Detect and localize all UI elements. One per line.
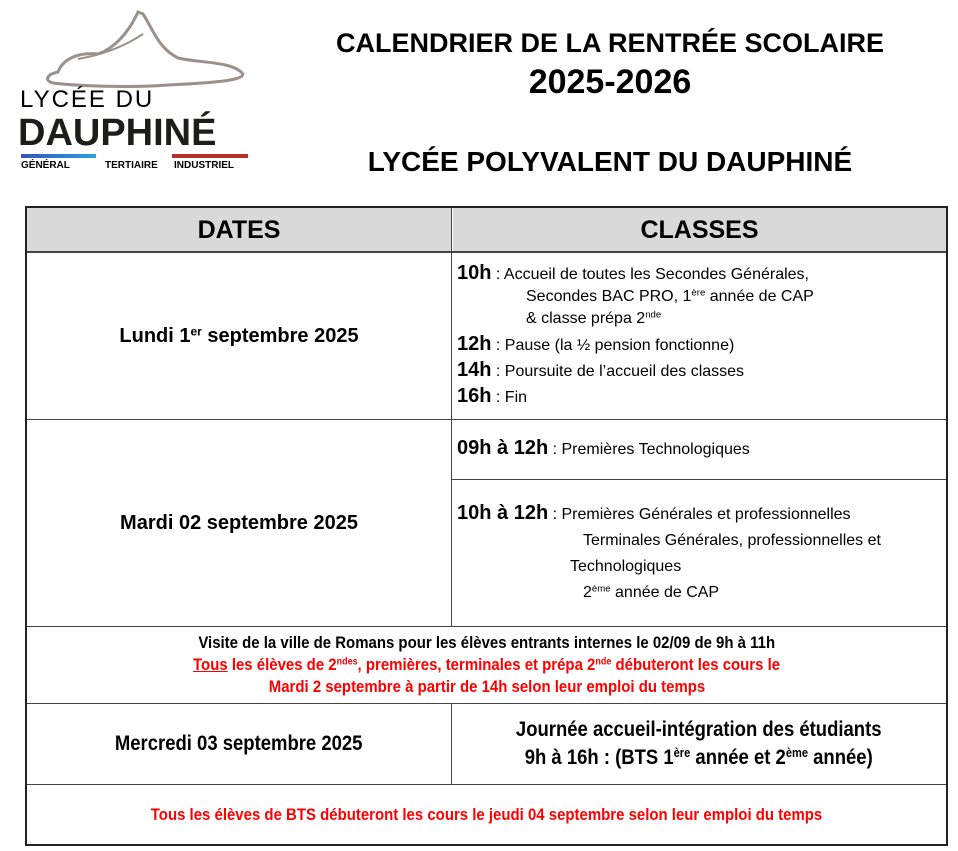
notice-start: Tous les élèves de 2ndes, premières, ter… (192, 655, 781, 674)
schedule-item: 10h : Accueil de toutes les Secondes Gén… (457, 262, 809, 284)
logo-tag-tertiaire: TERTIAIRE (105, 160, 158, 171)
logo-tag-industriel: INDUSTRIEL (174, 160, 234, 171)
logo-text-dauphine: DAUPHINÉ (18, 112, 217, 154)
calendar-table: DATES CLASSES Lundi 1er septembre 2025 1… (25, 206, 948, 846)
divider (452, 479, 946, 480)
bts-hours: 9h à 16h : (BTS 1ère année et 2ème année… (524, 746, 873, 769)
divider (451, 208, 452, 626)
schedule-item: 10h à 12h : Premières Générales et profe… (457, 502, 851, 524)
logo-tag-general: GÉNÉRAL (21, 160, 70, 171)
header-classes: CLASSES (453, 208, 946, 252)
header-dates: DATES (27, 208, 451, 252)
schedule-item: Technologiques (570, 558, 682, 575)
schedule-item: 12h : Pause (la ½ pension fonctionne) (457, 333, 735, 355)
schedule-item: & classe prépa 2nde (526, 309, 662, 327)
school-logo: LYCÉE DU DAUPHINÉ GÉNÉRAL TERTIAIRE INDU… (18, 8, 253, 173)
divider (27, 784, 946, 785)
date-mardi: Mardi 02 septembre 2025 (120, 511, 358, 534)
notice-start-date: Mardi 2 septembre à partir de 14h selon … (268, 677, 705, 696)
schedule-item: Secondes BAC PRO, 1ère année de CAP (526, 287, 814, 305)
logo-blue-bar (21, 154, 96, 158)
logo-text-lycee: LYCÉE DU (20, 86, 155, 113)
divider (27, 251, 946, 253)
bts-day: Journée accueil-intégration des étudiant… (452, 704, 946, 784)
bts-title: Journée accueil-intégration des étudiant… (516, 718, 882, 741)
school-name: LYCÉE POLYVALENT DU DAUPHINÉ (367, 146, 853, 177)
date-mercredi: Mercredi 03 septembre 2025 (115, 732, 363, 755)
divider (27, 419, 946, 420)
notice-visit: Visite de la ville de Romans pour les él… (198, 633, 775, 652)
date-lundi: Lundi 1er septembre 2025 (119, 323, 359, 347)
bts-notice: Tous les élèves de BTS débuteront les co… (150, 804, 823, 824)
schedule-item: 14h : Poursuite de l’accueil des classes (457, 359, 745, 381)
logo-red-bar (172, 154, 248, 158)
page-title: CALENDRIER DE LA RENTRÉE SCOLAIRE (335, 28, 885, 58)
divider (27, 703, 946, 704)
shoe-logo-icon (46, 10, 245, 88)
schedule-item: 16h : Fin (457, 385, 528, 407)
schedule-item: 09h à 12h : Premières Technologiques (457, 437, 750, 459)
divider (27, 626, 946, 627)
schedule-item: Terminales Générales, professionnelles e… (583, 532, 881, 549)
schedule-item: 2ème année de CAP (583, 583, 720, 601)
divider (451, 703, 452, 784)
notice-block: Visite de la ville de Romans pour les él… (27, 627, 946, 703)
school-year: 2025-2026 (528, 63, 692, 101)
